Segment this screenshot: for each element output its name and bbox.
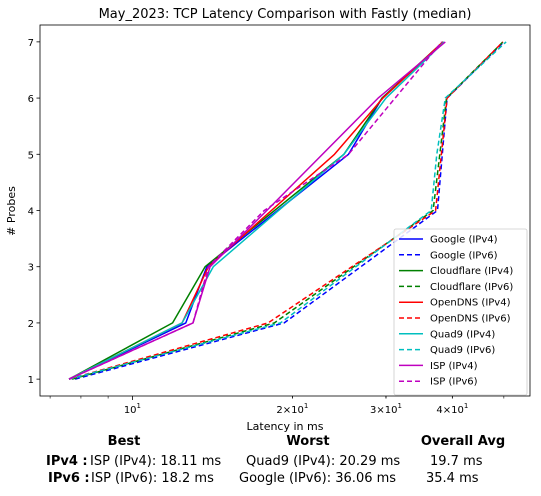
x-tick-label: 3×101 <box>370 402 402 416</box>
avg-value: 35.4 ms <box>426 471 479 486</box>
best-value: ISP (IPv4): 18.11 ms <box>90 454 222 469</box>
y-tick-label: 2 <box>28 319 34 330</box>
latency-chart: May_2023: TCP Latency Comparison with Fa… <box>5 7 531 432</box>
series-line <box>68 41 443 380</box>
best-header: Best <box>107 434 141 449</box>
legend-label: ISP (IPv6) <box>430 377 478 388</box>
worst-value: Quad9 (IPv4): 20.29 ms <box>246 454 401 469</box>
series-line <box>68 41 445 380</box>
legend-label: OpenDNS (IPv4) <box>430 298 511 309</box>
avg-header: Overall Avg <box>420 434 506 449</box>
worst-value: Google (IPv6): 36.06 ms <box>239 471 397 486</box>
legend: Google (IPv4) Google (IPv6) Cloudflare (IP… <box>393 228 528 396</box>
y-tick-label: 1 <box>28 375 34 386</box>
x-tick-label: 4×101 <box>436 402 468 416</box>
chart-title: May_2023: TCP Latency Comparison with Fa… <box>99 7 472 22</box>
legend-label: Cloudflare (IPv4) <box>430 266 513 277</box>
summary-row-ipv6: IPv6 : ISP (IPv6): 18.2 ms Google (IPv6)… <box>0 471 541 489</box>
legend-label: Cloudflare (IPv6) <box>430 282 513 293</box>
summary-table: Best Worst Overall Avg IPv4 : ISP (IPv4)… <box>0 430 541 496</box>
plot-area: 101 2×101 3×101 4×101 1 2 3 4 5 6 7 <box>28 24 531 416</box>
x-tick-label: 101 <box>124 402 141 416</box>
legend-label: Quad9 (IPv4) <box>430 329 495 340</box>
legend-label: ISP (IPv4) <box>430 361 478 372</box>
legend-frame <box>393 228 528 396</box>
worst-header: Worst <box>286 434 330 449</box>
series-line <box>68 41 444 380</box>
y-tick-label: 7 <box>28 38 34 49</box>
series-line <box>68 41 444 380</box>
row-label: IPv6 : <box>48 471 90 486</box>
y-tick-label: 6 <box>28 94 34 105</box>
legend-label: Google (IPv4) <box>430 235 498 246</box>
series-line <box>68 41 507 380</box>
row-label: IPv4 : <box>46 454 88 469</box>
summary-row-ipv4: IPv4 : ISP (IPv4): 18.11 ms Quad9 (IPv4)… <box>0 454 541 472</box>
y-tick-label: 4 <box>28 207 34 218</box>
legend-label: OpenDNS (IPv6) <box>430 314 511 325</box>
legend-label: Google (IPv6) <box>430 250 498 261</box>
y-tick-label: 5 <box>28 150 34 161</box>
legend-label: Quad9 (IPv6) <box>430 345 495 356</box>
y-tick-label: 3 <box>28 263 34 274</box>
x-axis-label: Latency in ms <box>247 420 324 432</box>
avg-value: 19.7 ms <box>430 454 483 469</box>
best-value: ISP (IPv6): 18.2 ms <box>91 471 214 486</box>
x-tick-label: 2×101 <box>276 402 308 416</box>
y-axis-label: # Probes <box>5 186 18 236</box>
